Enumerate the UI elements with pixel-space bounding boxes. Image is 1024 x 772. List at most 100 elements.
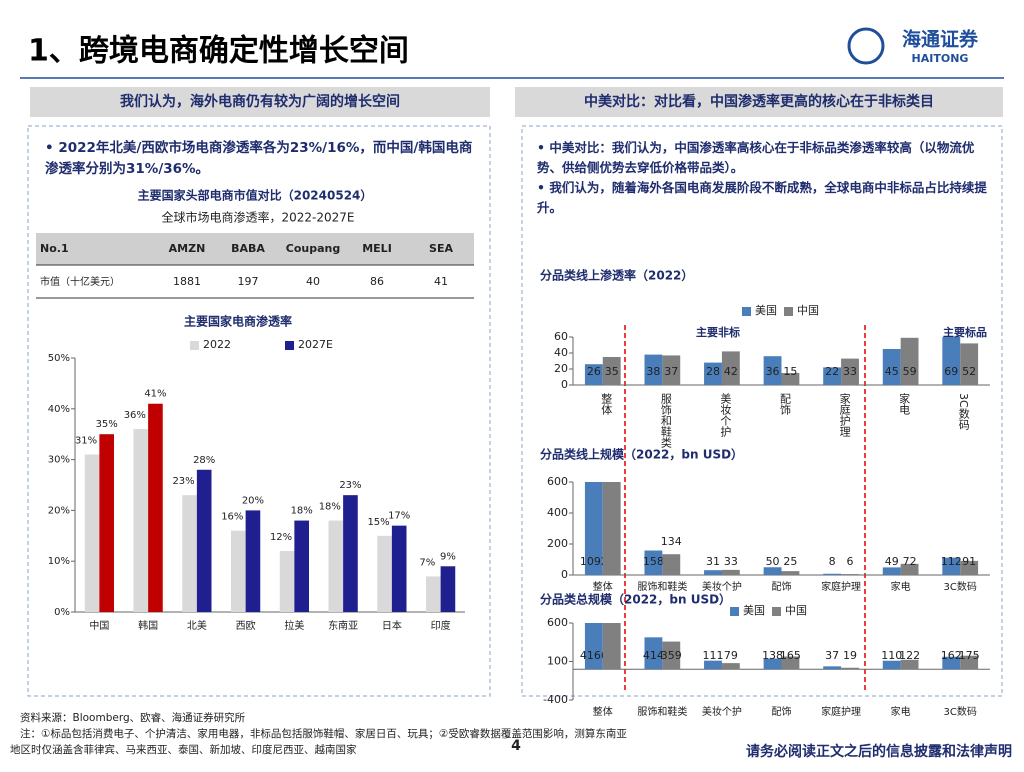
data-label: 26: [587, 365, 601, 378]
bar: [231, 530, 246, 612]
bar: [781, 656, 800, 670]
y-tick-label: 20%: [48, 505, 70, 516]
category-label: 3C数码: [957, 393, 970, 430]
y-tick-label: 60: [554, 330, 568, 343]
table-header-cell: BABA: [231, 242, 265, 255]
right-bullets: • 中美对比：我们认为，中国渗透率高核心在于非标品类渗透率较高（以物流优势、供给…: [537, 138, 987, 218]
table-header-cell: MELI: [362, 242, 392, 255]
data-label: 110: [881, 649, 902, 662]
bar: [721, 663, 740, 670]
x-tick-label: 韩国: [138, 619, 158, 632]
data-label: 59: [903, 365, 917, 378]
bar: [781, 571, 800, 575]
left-bullet: • 2022年北美/西欧市场电商渗透率各为23%/16%，而中国/韩国电商渗透率…: [45, 140, 473, 177]
chart-title: 分品类线上规模（2022，bn USD）: [540, 447, 743, 462]
bullet-text: 2022年北美/西欧市场电商渗透率各为23%/16%，而中国/韩国电商渗透率分别…: [45, 140, 473, 177]
left-panel: [27, 125, 491, 697]
data-label: 18%: [319, 502, 341, 513]
x-tick-label: 服饰和鞋类: [637, 580, 687, 593]
data-label: 28: [706, 365, 720, 378]
data-label: 45: [885, 365, 899, 378]
bar: [343, 495, 358, 612]
bar: [781, 373, 800, 385]
bar: [426, 576, 441, 612]
data-label: 49: [885, 555, 899, 568]
note: 地区时仅涵盖含菲律宾、马来西亚、泰国、新加坡、印度尼西亚、越南国家: [10, 743, 357, 756]
slide-title: 1、跨境电商确定性增长空间: [28, 34, 409, 69]
data-label: 122: [899, 649, 920, 662]
legend-label: 美国: [755, 304, 777, 317]
chart-title: 分品类线上渗透率（2022）: [540, 268, 693, 283]
x-tick-label: 3C数码: [944, 705, 977, 718]
x-tick-label: 美妆个护: [702, 580, 742, 593]
data-label: 23%: [172, 476, 194, 487]
table-header-cell: SEA: [429, 242, 453, 255]
y-tick-label: 600: [547, 616, 568, 629]
x-tick-label: 家庭护理: [821, 705, 861, 718]
y-tick-label: -400: [543, 693, 568, 706]
bar: [99, 434, 114, 612]
bar: [391, 525, 407, 612]
x-tick-label: 3C数码: [944, 580, 977, 593]
source: 资料来源：Bloomberg、欧睿、海通证券研究所: [20, 711, 246, 724]
data-label: 7%: [419, 557, 435, 568]
x-tick-label: 配饰: [772, 580, 792, 593]
bar: [440, 566, 456, 612]
category-label: 服饰和鞋类: [659, 393, 672, 449]
category-label: 家电: [898, 392, 911, 415]
data-label: 22: [825, 365, 839, 378]
data-label: 38: [646, 365, 660, 378]
bullet: • 我们认为，随着海外各国电商发展阶段不断成熟，全球电商中非标品占比持续提升。: [537, 180, 987, 215]
data-label: 359: [661, 649, 682, 662]
bar: [644, 550, 663, 575]
category-label: 配饰: [779, 393, 792, 415]
data-label: 15: [783, 365, 797, 378]
legend-swatch: [784, 307, 793, 316]
data-label: 18%: [291, 506, 313, 517]
bar: [182, 495, 197, 612]
bar: [900, 563, 919, 575]
data-label: 112: [941, 555, 962, 568]
bar: [763, 567, 782, 575]
data-label: 1092: [580, 555, 608, 568]
annotation: 主要非标: [696, 325, 740, 339]
bar: [584, 482, 603, 575]
data-label: 20%: [242, 495, 264, 506]
legend-swatch: [285, 341, 294, 350]
left-heading: 我们认为，海外电商仍有较为广阔的增长空间: [120, 93, 400, 110]
bar: [763, 356, 782, 385]
y-tick-label: 0%: [54, 607, 70, 618]
x-tick-label: 服饰和鞋类: [637, 705, 687, 718]
x-tick-label: 整体: [593, 580, 613, 593]
data-label: 138: [762, 649, 783, 662]
bar: [279, 551, 295, 612]
data-label: 37: [825, 649, 839, 662]
disclaimer: 请务必阅读正文之后的信息披露和法律声明: [746, 743, 1012, 760]
x-tick-label: 印度: [431, 619, 451, 632]
bar: [721, 351, 740, 385]
bar: [763, 658, 782, 670]
bar: [841, 574, 859, 575]
data-label: 31%: [75, 436, 97, 447]
table-header-cell: AMZN: [169, 242, 206, 255]
bar: [823, 573, 842, 575]
legend-label: 2027E: [298, 338, 333, 351]
legend-label: 中国: [785, 604, 807, 617]
x-tick-label: 家电: [891, 580, 911, 593]
bar: [823, 666, 842, 670]
bar: [704, 660, 722, 670]
data-label: 31: [706, 555, 720, 568]
bar: [644, 354, 663, 385]
data-label: 28%: [193, 455, 215, 466]
bar: [942, 557, 961, 575]
table-cell: 40: [306, 275, 320, 288]
x-tick-label: 拉美: [284, 619, 304, 632]
data-label: 36: [766, 365, 780, 378]
bar: [584, 623, 603, 670]
y-tick-label: 20: [554, 362, 568, 375]
bar: [602, 482, 621, 575]
y-tick-label: 40%: [48, 404, 70, 415]
data-label: 33: [843, 365, 857, 378]
chart-title: 分品类总规模（2022，bn USD）: [540, 592, 731, 607]
data-label: 69: [944, 365, 958, 378]
